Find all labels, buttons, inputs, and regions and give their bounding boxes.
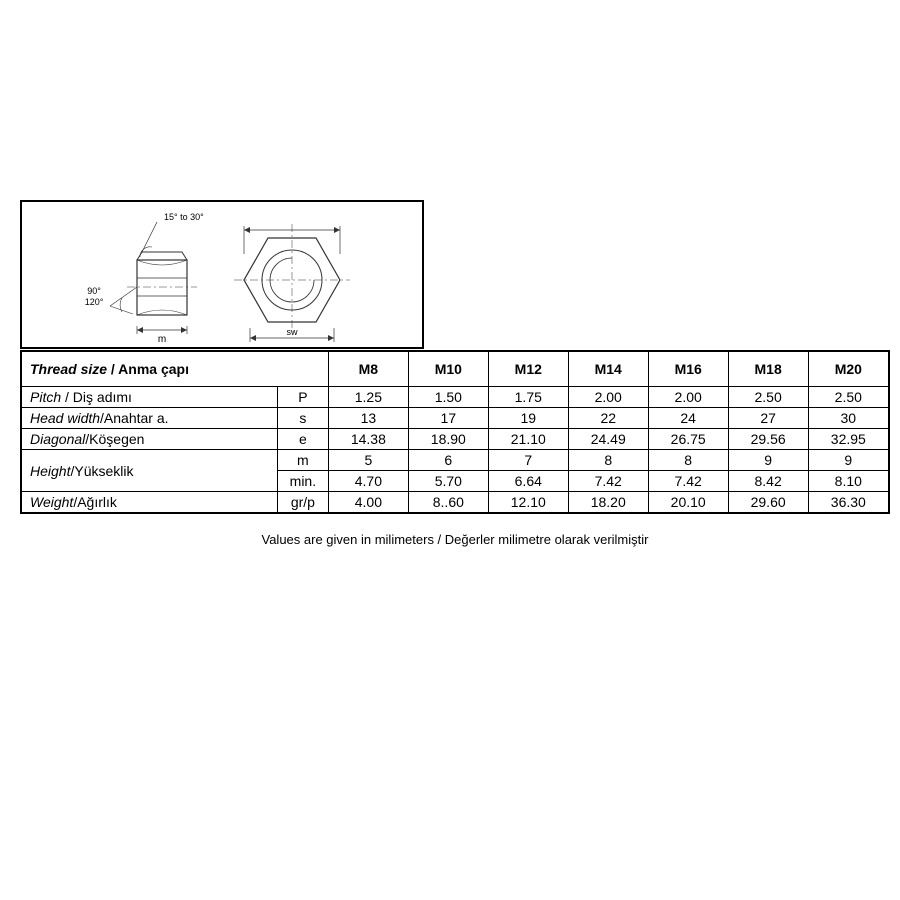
footnote: Values are given in milimeters / Değerle… (20, 532, 890, 547)
cell: 22 (568, 408, 648, 429)
label-diagonal: Diagonal/Köşegen (21, 429, 277, 450)
nut-side-view: m 15° to 30° 90° 120° (85, 212, 204, 345)
header-thread-alt: / Anma çapı (107, 361, 189, 377)
nut-top-view: sw (234, 224, 350, 342)
label-weight: Weight/Ağırlık (21, 492, 277, 514)
chamfer-angle-label: 15° to 30° (164, 212, 204, 222)
cell: 8..60 (408, 492, 488, 514)
cell: 29.60 (728, 492, 808, 514)
sym-m: m (277, 450, 328, 471)
cell: 1.75 (488, 387, 568, 408)
sym-min: min. (277, 471, 328, 492)
sym-P: P (277, 387, 328, 408)
cell: 9 (808, 450, 889, 471)
cell: 2.50 (808, 387, 889, 408)
col-M20: M20 (808, 351, 889, 387)
row-height-m: Height/Yükseklik m 5 6 7 8 8 9 9 (21, 450, 889, 471)
cell: 9 (728, 450, 808, 471)
svg-text:120°: 120° (85, 297, 104, 307)
label-headwidth: Head width/Anahtar a. (21, 408, 277, 429)
cell: 30 (808, 408, 889, 429)
cell: 2.50 (728, 387, 808, 408)
technical-diagram-box: m 15° to 30° 90° 120° (20, 200, 424, 349)
cell: 26.75 (648, 429, 728, 450)
label-pitch: Pitch / Diş adımı (21, 387, 277, 408)
row-weight: Weight/Ağırlık gr/p 4.00 8..60 12.10 18.… (21, 492, 889, 514)
cell: 24 (648, 408, 728, 429)
cell: 21.10 (488, 429, 568, 450)
cell: 5.70 (408, 471, 488, 492)
cell: 7.42 (568, 471, 648, 492)
cell: 8 (648, 450, 728, 471)
spec-table: Thread size / Anma çapı M8 M10 M12 M14 M… (20, 350, 890, 514)
cell: 4.00 (328, 492, 408, 514)
cell: 2.00 (648, 387, 728, 408)
label-height: Height/Yükseklik (21, 450, 277, 492)
table-header-row: Thread size / Anma çapı M8 M10 M12 M14 M… (21, 351, 889, 387)
cell: 19 (488, 408, 568, 429)
cell: 4.70 (328, 471, 408, 492)
sym-s: s (277, 408, 328, 429)
col-M12: M12 (488, 351, 568, 387)
header-thread-en: Thread size (30, 361, 107, 377)
dim-m-label: m (158, 334, 166, 345)
col-M8: M8 (328, 351, 408, 387)
col-M10: M10 (408, 351, 488, 387)
row-diagonal: Diagonal/Köşegen e 14.38 18.90 21.10 24.… (21, 429, 889, 450)
cell: 8.10 (808, 471, 889, 492)
row-headwidth: Head width/Anahtar a. s 13 17 19 22 24 2… (21, 408, 889, 429)
cell: 20.10 (648, 492, 728, 514)
cell: 18.20 (568, 492, 648, 514)
header-thread-size: Thread size / Anma çapı (21, 351, 328, 387)
cell: 6 (408, 450, 488, 471)
cell: 7 (488, 450, 568, 471)
cell: 29.56 (728, 429, 808, 450)
cell: 5 (328, 450, 408, 471)
col-M16: M16 (648, 351, 728, 387)
cell: 12.10 (488, 492, 568, 514)
cell: 27 (728, 408, 808, 429)
cell: 17 (408, 408, 488, 429)
cell: 32.95 (808, 429, 889, 450)
col-M14: M14 (568, 351, 648, 387)
row-pitch: Pitch / Diş adımı P 1.25 1.50 1.75 2.00 … (21, 387, 889, 408)
cell: 8.42 (728, 471, 808, 492)
sym-e: e (277, 429, 328, 450)
cell: 24.49 (568, 429, 648, 450)
cell: 13 (328, 408, 408, 429)
page-canvas: m 15° to 30° 90° 120° (0, 0, 900, 900)
cell: 7.42 (648, 471, 728, 492)
cell: 18.90 (408, 429, 488, 450)
nut-diagram-svg: m 15° to 30° 90° 120° (22, 202, 422, 347)
cell: 6.64 (488, 471, 568, 492)
svg-text:90°: 90° (87, 286, 101, 296)
dim-sw-label: sw (287, 327, 299, 337)
cell: 2.00 (568, 387, 648, 408)
sym-grp: gr/p (277, 492, 328, 514)
cell: 14.38 (328, 429, 408, 450)
cell: 1.50 (408, 387, 488, 408)
col-M18: M18 (728, 351, 808, 387)
cell: 1.25 (328, 387, 408, 408)
cell: 8 (568, 450, 648, 471)
cell: 36.30 (808, 492, 889, 514)
